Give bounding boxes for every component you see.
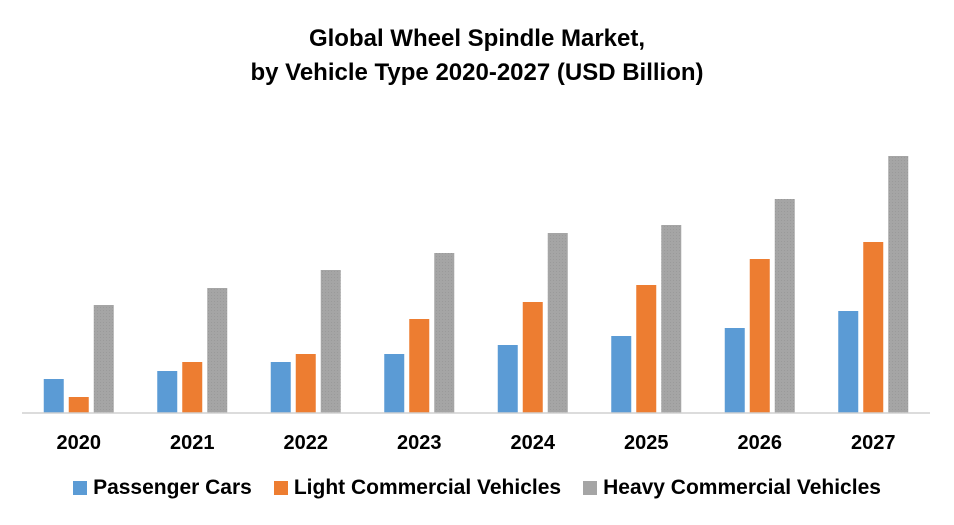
- bar-light-commercial-vehicles-2023: [409, 319, 430, 413]
- bar-light-commercial-vehicles-2025: [636, 285, 657, 413]
- bar-heavy-commercial-vehicles-2026: [774, 199, 795, 413]
- bar-heavy-commercial-vehicles-2025: [661, 225, 682, 413]
- x-tick-label: 2025: [624, 432, 669, 454]
- bar-passenger-cars-2020: [43, 379, 64, 413]
- bar-light-commercial-vehicles-2021: [182, 362, 203, 413]
- bar-passenger-cars-2021: [157, 371, 178, 413]
- bar-light-commercial-vehicles-2024: [522, 302, 543, 413]
- bar-light-commercial-vehicles-2022: [295, 354, 316, 413]
- bar-heavy-commercial-vehicles-2027: [888, 156, 909, 413]
- bar-light-commercial-vehicles-2026: [749, 259, 770, 413]
- x-tick-label: 2021: [170, 432, 215, 454]
- legend-swatch: [273, 481, 288, 495]
- bar-passenger-cars-2022: [270, 362, 291, 413]
- bar-light-commercial-vehicles-2020: [68, 397, 89, 413]
- legend-label: Passenger Cars: [93, 476, 252, 499]
- bar-passenger-cars-2023: [384, 354, 405, 413]
- legend-swatch: [73, 481, 88, 495]
- bar-passenger-cars-2025: [611, 336, 632, 413]
- bar-passenger-cars-2026: [724, 328, 745, 413]
- legend-item-light-commercial-vehicles: Light Commercial Vehicles: [273, 476, 562, 500]
- bar-passenger-cars-2024: [497, 345, 518, 413]
- x-tick-label: 2024: [511, 432, 556, 454]
- chart-title: Global Wheel Spindle Market, by Vehicle …: [0, 22, 954, 90]
- x-tick-label: 2023: [397, 432, 442, 454]
- bar-heavy-commercial-vehicles-2024: [547, 233, 568, 413]
- x-tick-label: 2027: [851, 432, 896, 454]
- legend-label: Heavy Commercial Vehicles: [603, 476, 881, 499]
- legend-item-passenger-cars: Passenger Cars: [73, 476, 252, 500]
- x-tick-label: 2026: [738, 432, 783, 454]
- legend-item-heavy-commercial-vehicles: Heavy Commercial Vehicles: [583, 476, 881, 500]
- chart-subtitle: by Vehicle Type 2020-2027 (USD Billion): [250, 59, 704, 86]
- x-tick-labels: 2020 2021 2022 2023 2024 2025 2026 2027: [57, 432, 896, 454]
- bars-group: [43, 156, 909, 413]
- legend-swatch: [583, 481, 598, 495]
- bar-heavy-commercial-vehicles-2023: [434, 253, 455, 413]
- bar-heavy-commercial-vehicles-2020: [93, 305, 114, 413]
- bar-passenger-cars-2027: [838, 311, 859, 413]
- bar-heavy-commercial-vehicles-2021: [207, 288, 228, 413]
- bar-light-commercial-vehicles-2027: [863, 242, 884, 413]
- x-tick-label: 2020: [57, 432, 102, 454]
- bar-heavy-commercial-vehicles-2022: [320, 270, 341, 413]
- legend-label: Light Commercial Vehicles: [293, 476, 562, 499]
- legend: Passenger Cars Light Commercial Vehicles H…: [0, 476, 954, 500]
- x-tick-label: 2022: [284, 432, 329, 454]
- chart-title-line1: Global Wheel Spindle Market,: [308, 25, 646, 52]
